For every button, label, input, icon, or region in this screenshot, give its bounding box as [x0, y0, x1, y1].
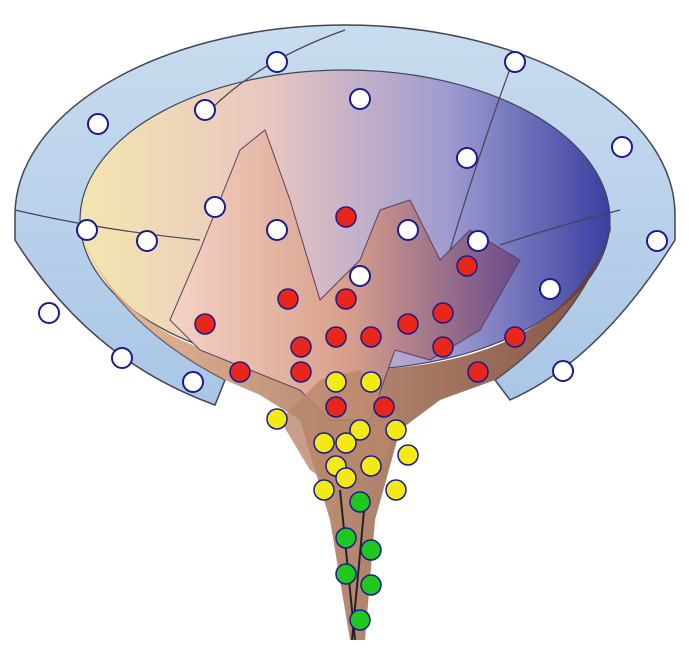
dot — [505, 327, 525, 347]
dot — [374, 397, 394, 417]
dot — [205, 197, 225, 217]
dot — [361, 575, 381, 595]
dot — [267, 220, 287, 240]
dot — [336, 289, 356, 309]
dot — [112, 348, 132, 368]
dot — [433, 337, 453, 357]
dot — [326, 397, 346, 417]
dot — [336, 528, 356, 548]
dot — [398, 445, 418, 465]
dot — [336, 207, 356, 227]
dot — [278, 289, 298, 309]
dot — [457, 256, 477, 276]
dot — [336, 564, 356, 584]
dot — [350, 610, 370, 630]
dot — [326, 372, 346, 392]
dot — [39, 303, 59, 323]
dot — [230, 362, 250, 382]
dot — [314, 480, 334, 500]
dot — [350, 266, 370, 286]
dot — [137, 231, 157, 251]
dot — [291, 337, 311, 357]
dot — [350, 89, 370, 109]
dot — [88, 114, 108, 134]
dot — [540, 279, 560, 299]
dot — [291, 362, 311, 382]
dot — [336, 433, 356, 453]
dot — [350, 492, 370, 512]
dot — [398, 314, 418, 334]
page: {} — [0, 0, 689, 649]
dot — [468, 362, 488, 382]
dot — [386, 420, 406, 440]
dot — [195, 314, 215, 334]
dot — [267, 52, 287, 72]
dot — [361, 327, 381, 347]
dot — [398, 220, 418, 240]
dot — [326, 327, 346, 347]
dot — [612, 137, 632, 157]
funnel-illustration — [0, 0, 689, 649]
dot — [433, 303, 453, 323]
dot — [183, 372, 203, 392]
dot — [336, 468, 356, 488]
dot — [647, 231, 667, 251]
dot — [361, 540, 381, 560]
dot — [468, 231, 488, 251]
dot — [77, 220, 97, 240]
dot — [195, 100, 215, 120]
dot — [314, 433, 334, 453]
dot — [553, 361, 573, 381]
dot — [386, 480, 406, 500]
dot — [505, 52, 525, 72]
dot — [361, 456, 381, 476]
dot — [267, 409, 287, 429]
dot — [361, 372, 381, 392]
dot — [457, 148, 477, 168]
